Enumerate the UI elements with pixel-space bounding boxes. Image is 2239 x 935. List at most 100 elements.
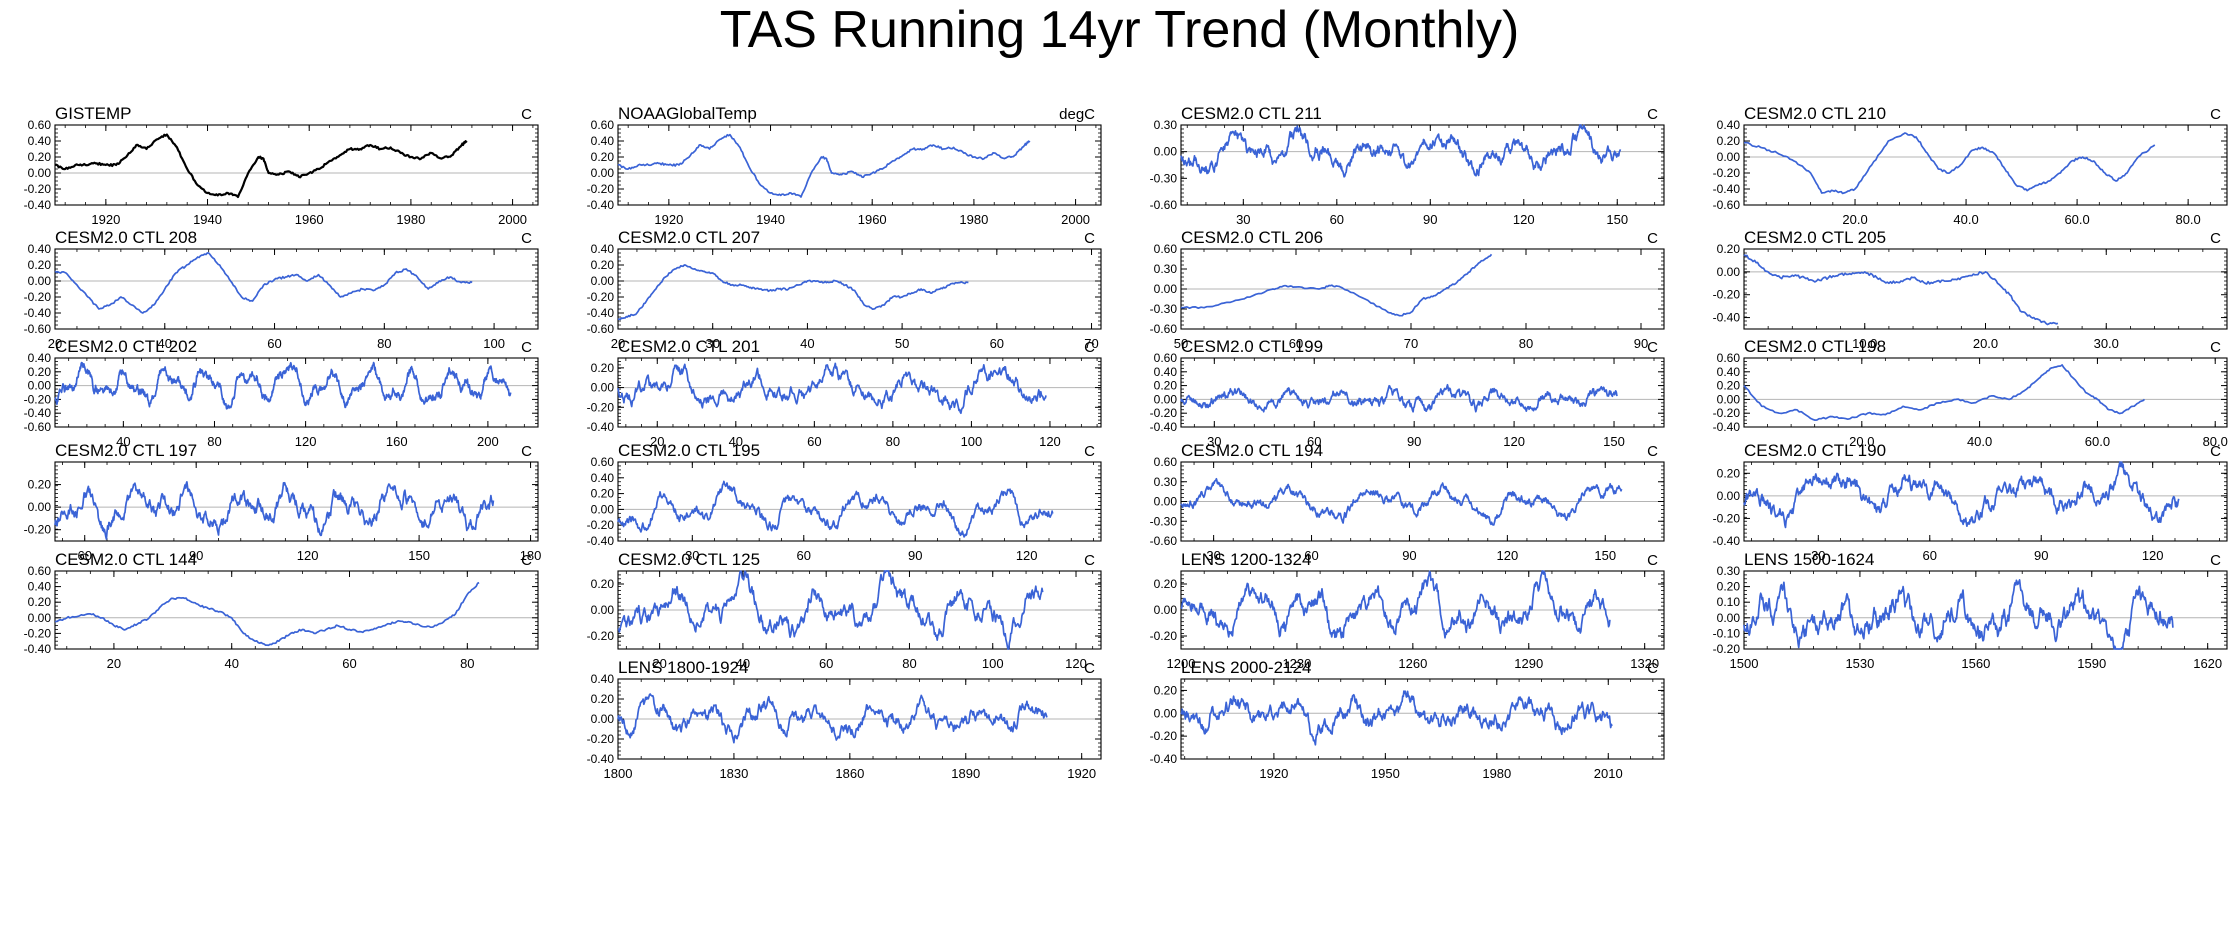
series-line xyxy=(1743,579,2174,650)
y-tick-label: -0.10 xyxy=(1713,626,1741,640)
y-tick-label: 0.20 xyxy=(1717,242,1741,256)
x-tick-label: 60 xyxy=(77,548,91,563)
x-tick-label: 90 xyxy=(1402,548,1416,563)
panel-unit: C xyxy=(1647,443,1658,460)
y-tick-label: 0.10 xyxy=(1717,595,1741,609)
y-tick-label: 0.60 xyxy=(1154,351,1178,365)
y-tick-label: -0.60 xyxy=(1150,534,1178,548)
series-line xyxy=(54,581,480,647)
y-tick-label: 0.20 xyxy=(28,365,52,379)
x-tick-label: 40.0 xyxy=(1967,434,1992,449)
panel-title: CESM2.0 CTL 194 xyxy=(1181,441,1323,460)
x-tick-label: 150 xyxy=(408,548,430,563)
x-tick-label: 60.0 xyxy=(2085,434,2110,449)
x-tick-label: 150 xyxy=(1606,212,1628,227)
y-tick-label: 0.60 xyxy=(591,455,615,469)
panel-title: CESM2.0 CTL 195 xyxy=(618,441,760,460)
series-line xyxy=(1180,383,1618,413)
x-tick-label: 120 xyxy=(1065,656,1087,671)
x-tick-label: 1800 xyxy=(604,766,633,781)
y-tick-label: 0.20 xyxy=(591,150,615,164)
y-tick-label: -0.20 xyxy=(1713,511,1741,525)
x-tick-label: 20 xyxy=(652,656,666,671)
x-tick-label: 40 xyxy=(116,434,130,449)
x-tick-label: 60 xyxy=(1289,336,1303,351)
panel-lens-1200-1324: LENS 1200-1324 C 0.20 0.00 -0.20 1200 1230 1260… xyxy=(1150,550,1665,671)
panel-cesm2-0-ctl-202: CESM2.0 CTL 202 C 0.400.200.00-0.20-0.40-0… xyxy=(24,337,539,449)
y-tick-label: -0.20 xyxy=(587,518,615,532)
x-tick-label: 60 xyxy=(1923,548,1937,563)
y-tick-label: -0.40 xyxy=(24,406,52,420)
x-tick-label: 1950 xyxy=(1371,766,1400,781)
x-tick-label: 60 xyxy=(342,656,356,671)
panel-title: CESM2.0 CTL 198 xyxy=(1744,337,1886,356)
x-tick-label: 40 xyxy=(800,336,814,351)
panel-unit: C xyxy=(521,106,532,123)
panel-title: CESM2.0 CTL 211 xyxy=(1181,104,1322,123)
panel-title: LENS 2000-2124 xyxy=(1181,658,1311,677)
x-tick-label: 80 xyxy=(460,656,474,671)
x-tick-label: 60 xyxy=(797,548,811,563)
x-tick-label: 1500 xyxy=(1730,656,1759,671)
y-tick-label: -0.20 xyxy=(24,523,52,537)
plot-frame xyxy=(617,357,1102,428)
x-tick-label: 1980 xyxy=(1482,766,1511,781)
x-tick-label: 30 xyxy=(705,336,719,351)
panel-unit: C xyxy=(2210,230,2221,247)
y-tick-label: 0.00 xyxy=(1154,392,1178,406)
y-tick-label: 0.00 xyxy=(1154,495,1178,509)
panel-unit: C xyxy=(1647,230,1658,247)
y-tick-label: -0.60 xyxy=(1150,198,1178,212)
series-line xyxy=(1743,253,2059,326)
y-tick-label: 0.20 xyxy=(591,692,615,706)
panel-title: LENS 1800-1924 xyxy=(618,658,748,677)
y-tick-label: -0.20 xyxy=(587,400,615,414)
series-line xyxy=(617,570,1044,650)
y-tick-label: -0.40 xyxy=(1150,420,1178,434)
series-line xyxy=(1743,364,2146,421)
y-tick-label: 0.20 xyxy=(1717,134,1741,148)
x-tick-label: 30 xyxy=(685,548,699,563)
x-tick-label: 160 xyxy=(386,434,408,449)
x-tick-label: 2000 xyxy=(1061,212,1090,227)
panel-cesm2-0-ctl-208: CESM2.0 CTL 208 C 0.40 0.20 0.00 -0.20 -0.40 -0… xyxy=(24,228,539,351)
y-tick-label: 0.40 xyxy=(28,134,52,148)
x-tick-label: 60 xyxy=(819,656,833,671)
x-tick-label: 40 xyxy=(224,656,238,671)
y-tick-label: 0.40 xyxy=(1154,365,1178,379)
y-tick-label: 0.00 xyxy=(28,500,52,514)
panel-title: CESM2.0 CTL 190 xyxy=(1744,441,1886,460)
x-tick-label: 2000 xyxy=(498,212,527,227)
x-tick-label: 1940 xyxy=(756,212,785,227)
x-tick-label: 1960 xyxy=(858,212,887,227)
panel-unit: C xyxy=(1084,230,1095,247)
y-tick-label: 0.20 xyxy=(1154,379,1178,393)
y-tick-label: -0.60 xyxy=(24,420,52,434)
y-tick-label: 0.40 xyxy=(591,134,615,148)
x-tick-label: 120 xyxy=(297,548,319,563)
panel-title: CESM2.0 CTL 201 xyxy=(618,337,760,356)
x-tick-label: 20 xyxy=(107,656,121,671)
y-tick-label: -0.40 xyxy=(1713,311,1741,325)
x-tick-label: 1560 xyxy=(1961,656,1990,671)
panel-unit: C xyxy=(1647,552,1658,569)
y-tick-label: 0.40 xyxy=(591,471,615,485)
x-tick-label: 1290 xyxy=(1514,656,1543,671)
panel-cesm2-0-ctl-125: CESM2.0 CTL 125 C 0.20 0.00 -0.20 20 40 60 80 100… xyxy=(587,550,1102,671)
y-tick-label: -0.30 xyxy=(1150,514,1178,528)
x-tick-label: 60 xyxy=(990,336,1004,351)
series-line xyxy=(1180,570,1611,639)
x-tick-label: 1890 xyxy=(951,766,980,781)
panel-title: LENS 1200-1324 xyxy=(1181,550,1311,569)
x-tick-label: 20.0 xyxy=(1849,434,1874,449)
x-tick-label: 40 xyxy=(736,656,750,671)
y-tick-label: -0.20 xyxy=(1150,729,1178,743)
panel-unit: C xyxy=(521,339,532,356)
y-tick-label: -0.20 xyxy=(24,626,52,640)
panel-unit: C xyxy=(1647,106,1658,123)
y-tick-label: 0.00 xyxy=(591,274,615,288)
x-tick-label: 1920 xyxy=(91,212,120,227)
panel-lens-1500-1624: LENS 1500-1624 C 0.30 0.200.10 0.00-0.10 -0.2… xyxy=(1713,550,2228,671)
x-tick-label: 80 xyxy=(902,656,916,671)
